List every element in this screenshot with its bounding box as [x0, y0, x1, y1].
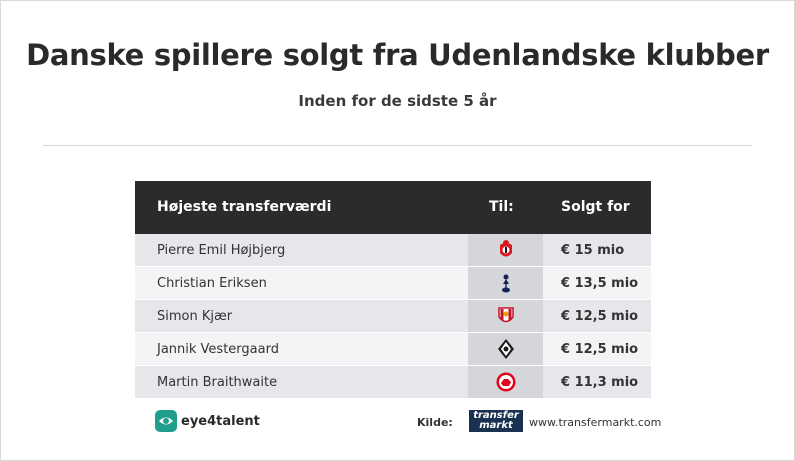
club-cell: [468, 234, 543, 266]
player-name: Christian Eriksen: [157, 276, 267, 291]
player-name: Simon Kjær: [157, 309, 233, 324]
player-name: Jannik Vestergaard: [157, 342, 279, 357]
table-row: Simon Kjær € 12,5 mio: [135, 300, 651, 333]
price-value: € 12,5 mio: [561, 309, 639, 324]
source-url: www.transfermarkt.com: [529, 416, 662, 429]
table-row: Martin Braithwaite € 11,3 mio: [135, 366, 651, 399]
transfermarkt-logo-line2: markt: [479, 420, 513, 431]
club-cell: [468, 333, 543, 365]
price-value: € 15 mio: [561, 243, 625, 258]
price-value: € 11,3 mio: [561, 375, 639, 390]
middlesbrough-crest-icon: [496, 372, 515, 392]
table-row: Jannik Vestergaard € 12,5 mio: [135, 333, 651, 366]
transfermarkt-logo: transfer markt: [469, 410, 523, 432]
price-value: € 13,5 mio: [561, 276, 639, 291]
player-name: Pierre Emil Højbjerg: [157, 243, 286, 258]
eye4talent-logo: eye4talent: [155, 410, 260, 432]
brand-name: eye4talent: [181, 413, 260, 429]
column-header-player: Højeste transferværdi: [157, 199, 332, 215]
southampton-crest-icon: [499, 240, 512, 257]
table-header: Højeste transferværdi Til: Solgt for: [135, 181, 651, 234]
player-name: Martin Braithwaite: [157, 375, 278, 390]
club-cell: [468, 366, 543, 398]
transfermarkt-logo-line1: transfer: [473, 410, 519, 421]
source-label: Kilde:: [417, 416, 453, 429]
page-subtitle: Inden for de sidste 5 år: [298, 92, 497, 110]
column-header-club: Til:: [489, 199, 514, 215]
tottenham-crest-icon: [501, 274, 510, 293]
club-cell: [468, 267, 543, 299]
sevilla-crest-icon: [497, 307, 514, 323]
table-row: Christian Eriksen € 13,5 mio: [135, 267, 651, 300]
page-title: Danske spillere solgt fra Udenlandske kl…: [26, 38, 769, 72]
column-header-price: Solgt for: [561, 199, 630, 215]
gladbach-crest-icon: [497, 339, 514, 359]
transfer-table: Højeste transferværdi Til: Solgt for Pie…: [135, 181, 651, 399]
divider: [43, 145, 752, 146]
eye4talent-icon: [155, 410, 177, 432]
club-cell: [468, 300, 543, 332]
price-value: € 12,5 mio: [561, 342, 639, 357]
table-row: Pierre Emil Højbjerg € 15 mio: [135, 234, 651, 267]
